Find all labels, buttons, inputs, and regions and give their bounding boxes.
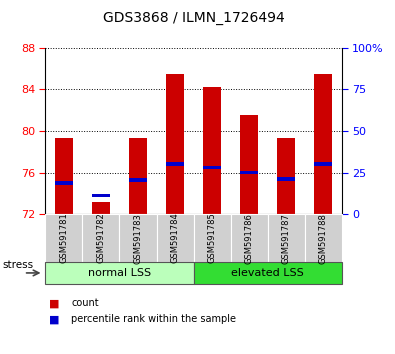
Bar [240,171,258,175]
Bar [277,177,295,181]
Text: percentile rank within the sample: percentile rank within the sample [71,314,236,324]
Bar [240,115,258,214]
Text: stress: stress [2,260,33,270]
Bar [129,138,147,214]
Bar [314,74,333,214]
Bar [55,138,73,214]
Bar [203,87,221,214]
Bar [203,166,221,169]
Text: GSM591784: GSM591784 [171,213,180,263]
Text: GSM591785: GSM591785 [207,213,216,263]
Text: GSM591781: GSM591781 [59,213,68,263]
Bar [166,162,184,166]
Text: GSM591787: GSM591787 [282,213,291,263]
Text: ■: ■ [49,298,60,308]
Bar [92,194,110,197]
Bar [55,181,73,185]
Text: GSM591782: GSM591782 [96,213,105,263]
Text: GSM591788: GSM591788 [319,213,328,263]
Bar [314,162,333,166]
Text: normal LSS: normal LSS [88,268,151,278]
Text: GSM591783: GSM591783 [134,213,143,263]
Text: GDS3868 / ILMN_1726494: GDS3868 / ILMN_1726494 [103,11,284,25]
Text: ■: ■ [49,314,60,324]
Bar [166,74,184,214]
Bar [92,202,110,214]
Bar [277,138,295,214]
Bar [129,178,147,182]
Text: count: count [71,298,99,308]
Text: GSM591786: GSM591786 [245,213,254,263]
Text: elevated LSS: elevated LSS [231,268,304,278]
